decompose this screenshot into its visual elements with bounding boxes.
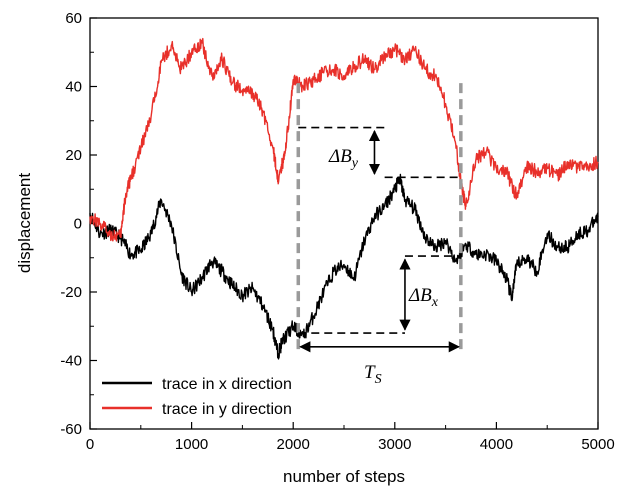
delta-by-label: ΔBy [328,146,359,171]
series-line-x [89,173,599,360]
x-axis-title: number of steps [283,467,405,486]
x-tick-label: 4000 [480,436,513,453]
ts-sub: S [375,372,382,387]
y-tick-label: -20 [60,284,82,301]
y-tick-label: 40 [65,79,82,96]
x-tick-label: 1000 [175,436,208,453]
legend-label-y: trace in y direction [162,401,292,418]
legend-label-x: trace in x direction [162,376,292,393]
x-tick-label: 5000 [581,436,614,453]
x-tick-label: 2000 [277,436,310,453]
delta-bx-main: ΔB [408,285,432,306]
delta-bx-sub: x [431,295,439,310]
ts-label: TS [364,362,382,387]
y-tick-label: -60 [60,421,82,438]
series-line-y [89,37,599,242]
series-layer [89,37,599,360]
y-axis-title: displacement [15,173,34,273]
y-tick-label: 0 [74,216,82,233]
y-tick-label: 60 [65,10,82,27]
ts-main: T [364,362,376,383]
axis-ticks [89,17,599,430]
x-tick-label: 3000 [378,436,411,453]
legend: trace in x direction trace in y directio… [102,376,292,418]
axis-tick-labels: 0 1000 2000 3000 4000 5000 -60 -40 -20 0 20 40 60 [60,10,614,453]
annotation-layer [296,83,463,353]
y-tick-label: -40 [60,353,82,370]
delta-bx-label: ΔBx [408,285,439,310]
y-tick-label: 20 [65,147,82,164]
x-tick-label: 0 [86,436,94,453]
delta-by-sub: y [350,156,359,171]
delta-by-main: ΔB [328,146,352,167]
